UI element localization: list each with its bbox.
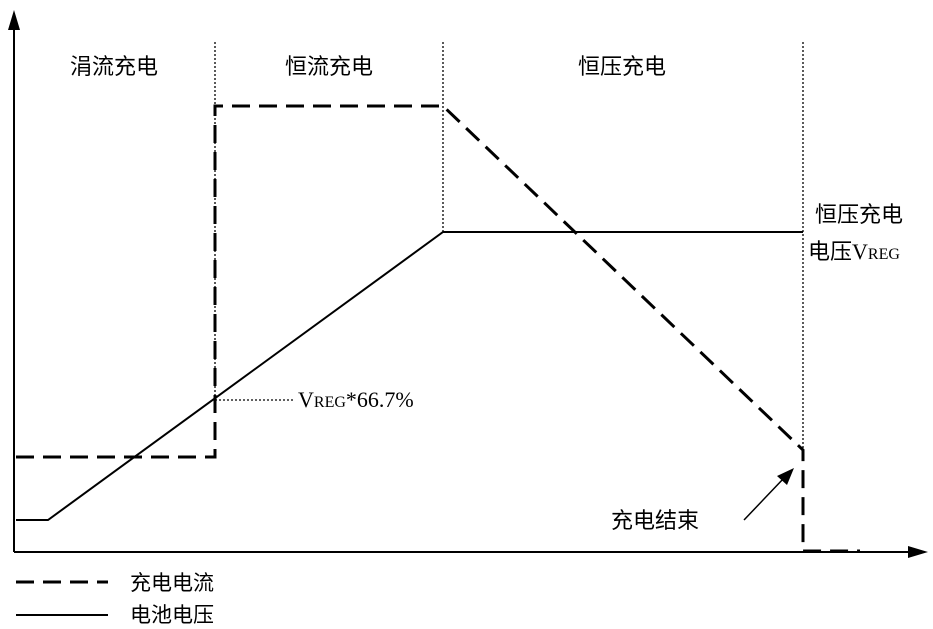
legend-voltage-label: 电池电压	[130, 603, 214, 627]
legend: 充电电流 电池电压	[16, 571, 214, 627]
phase-separators	[214, 42, 804, 450]
threshold-label-v: V	[298, 387, 314, 412]
threshold-label-percent: *66.7%	[346, 387, 414, 412]
vreg-label-v: V	[852, 239, 868, 264]
battery-voltage-line	[16, 231, 803, 521]
vreg-label-prefix: 电压	[808, 240, 852, 265]
phase-label-trickle: 涓流充电	[70, 55, 158, 80]
phase-label-constant-voltage: 恒压充电	[578, 55, 666, 80]
end-of-charge-arrowhead	[777, 468, 794, 485]
threshold-label-reg: REG	[314, 394, 346, 411]
threshold-label: VREG*66.7%	[298, 387, 414, 412]
vreg-label-line2: 电压VREG	[808, 239, 900, 265]
x-axis-arrow	[908, 546, 928, 558]
vreg-label-line1: 恒压充电	[815, 203, 903, 228]
legend-current-label: 充电电流	[130, 571, 214, 595]
charging-current-line	[16, 104, 860, 553]
axes	[8, 10, 928, 558]
phase-label-constant-current: 恒流充电	[285, 55, 373, 80]
end-of-charge-arrow	[743, 477, 785, 521]
y-axis-arrow	[8, 10, 20, 30]
vreg-label-subscript: REG	[868, 246, 900, 263]
end-of-charge-label: 充电结束	[611, 509, 699, 534]
